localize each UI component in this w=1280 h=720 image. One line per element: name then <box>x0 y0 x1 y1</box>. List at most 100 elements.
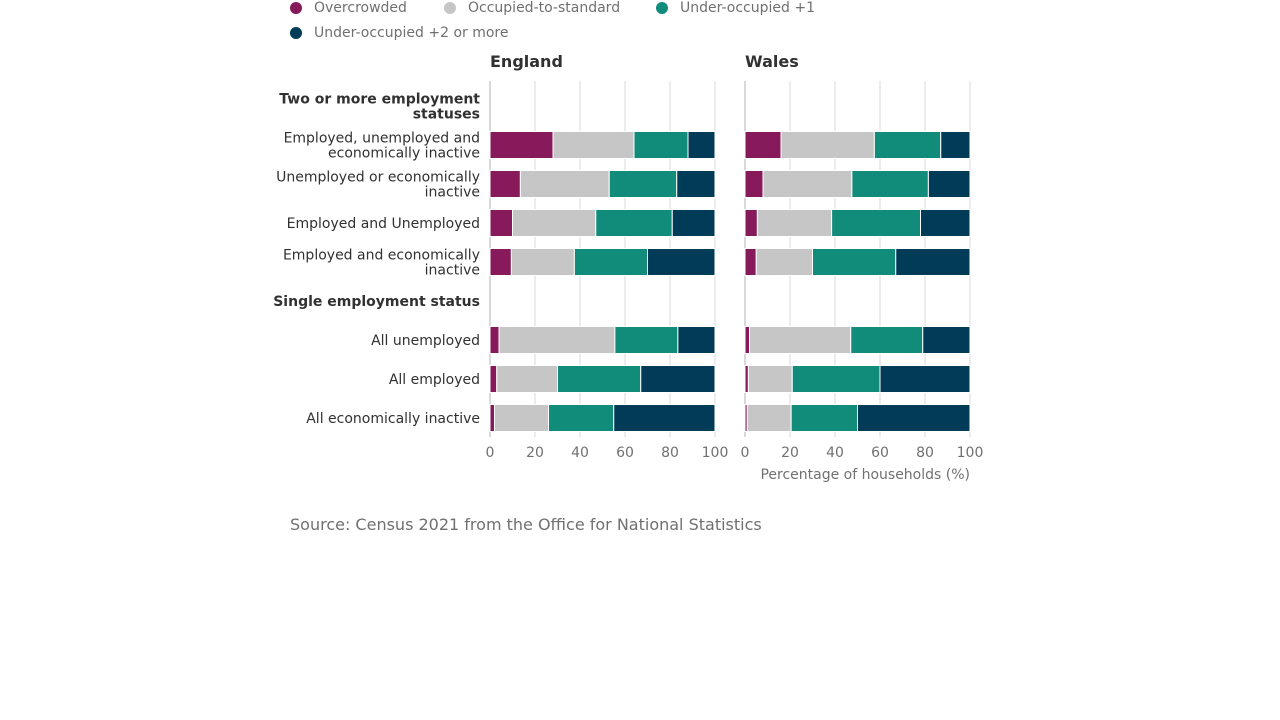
x-tick-label: 40 <box>571 445 589 461</box>
bar-segment <box>744 209 758 237</box>
legend-item-overcrowded[interactable]: Overcrowded <box>290 0 407 16</box>
x-tick-label: 0 <box>486 445 495 461</box>
legend-swatch-under-occupied-2-plus <box>290 27 302 39</box>
x-tick-label: 60 <box>871 445 889 461</box>
bar-segment <box>489 404 495 432</box>
x-tick-label: 60 <box>616 445 634 461</box>
bar-segment <box>831 209 921 237</box>
bar-segment <box>927 170 971 198</box>
bar-segment <box>489 131 554 159</box>
row-label: Employed and economically inactive <box>283 248 480 279</box>
bar-segment <box>671 209 716 237</box>
bar-segment <box>744 326 750 354</box>
row-label-line: All unemployed <box>371 333 480 349</box>
bar-segment <box>573 248 648 276</box>
row-label-line: inactive <box>425 263 480 279</box>
row-label-line: Employed, unemployed and <box>284 131 480 147</box>
row-label-line: All economically inactive <box>306 411 480 427</box>
bar-segment <box>791 365 881 393</box>
row-label: All economically inactive <box>306 411 480 427</box>
x-tick-label: 0 <box>741 445 750 461</box>
bar-segment <box>744 248 757 276</box>
x-tick-label: 20 <box>781 445 799 461</box>
bar-segment <box>489 248 512 276</box>
bar-segment <box>780 131 875 159</box>
bar-segment <box>895 248 971 276</box>
row-label-line: economically inactive <box>328 146 480 162</box>
bar-segment <box>496 365 558 393</box>
bar-segment <box>812 248 897 276</box>
bar-segment <box>747 365 793 393</box>
bar-segment <box>857 404 971 432</box>
legend-swatch-under-occupied-1 <box>656 2 668 14</box>
bar-segment <box>595 209 673 237</box>
bar-segment <box>850 326 924 354</box>
row-label-line: statuses <box>413 107 480 123</box>
row-label: All employed <box>389 372 480 388</box>
bar-segment <box>687 131 716 159</box>
x-tick-label: 80 <box>661 445 679 461</box>
bar-segment <box>746 404 792 432</box>
bar-segment <box>677 326 716 354</box>
bar-segment <box>498 326 616 354</box>
row-label-line: Two or more employment <box>279 92 480 108</box>
bar-segment <box>756 209 833 237</box>
row-label-line: Unemployed or economically <box>276 170 480 186</box>
bar-segment <box>548 404 615 432</box>
bar-segment <box>489 326 500 354</box>
legend-swatch-occupied-to-standard <box>444 2 456 14</box>
stacked-bar-chart: Two or more employment statuses Employed, … <box>273 52 984 483</box>
legend-item-under-occupied-2-plus[interactable]: Under-occupied +2 or more <box>290 25 508 41</box>
x-tick-label: 40 <box>826 445 844 461</box>
bar-segment <box>749 326 852 354</box>
bar-segment <box>552 131 635 159</box>
row-label: All unemployed <box>371 333 480 349</box>
row-label-line: Employed and Unemployed <box>287 216 480 232</box>
row-label-line: Single employment status <box>273 294 480 310</box>
x-tick-label: 20 <box>526 445 544 461</box>
row-heading-label: Two or more employment statuses <box>279 92 480 123</box>
bar-segment <box>510 248 575 276</box>
bar-segment <box>489 209 513 237</box>
panel-title: Wales <box>745 52 799 71</box>
bar-segment <box>851 170 929 198</box>
bar-segment <box>519 170 610 198</box>
bar-segment <box>873 131 942 159</box>
bar-segment <box>940 131 971 159</box>
bar-segment <box>920 209 971 237</box>
bar-segment <box>640 365 716 393</box>
legend-item-under-occupied-1[interactable]: Under-occupied +1 <box>656 0 815 16</box>
bar-segment <box>494 404 549 432</box>
x-tick-label: 100 <box>957 445 984 461</box>
bar-segment <box>512 209 597 237</box>
bar-segment <box>676 170 716 198</box>
bar-segment <box>790 404 858 432</box>
legend-label: Under-occupied +1 <box>680 0 815 16</box>
panel-title: England <box>490 52 563 71</box>
row-label-line: All employed <box>389 372 480 388</box>
x-tick-label: 100 <box>702 445 729 461</box>
row-label-line: Employed and economically <box>283 248 480 264</box>
row-label: Unemployed or economically inactive <box>276 170 480 201</box>
bar-segment <box>633 131 689 159</box>
row-label: Employed, unemployed and economically ina… <box>284 131 480 162</box>
bar-segment <box>613 404 716 432</box>
bar-segment <box>922 326 971 354</box>
x-axis-label: Percentage of households (%) <box>760 467 970 483</box>
bar-segment <box>489 170 521 198</box>
bar-segment <box>762 170 853 198</box>
bar-segment <box>744 131 782 159</box>
bar-segment <box>744 365 749 393</box>
row-heading-label: Single employment status <box>273 294 480 310</box>
bar-segment <box>879 365 971 393</box>
bar-segment <box>489 365 498 393</box>
bar-segment <box>614 326 679 354</box>
bar-segment <box>557 365 642 393</box>
x-tick-label: 80 <box>916 445 934 461</box>
legend-item-occupied-to-standard[interactable]: Occupied-to-standard <box>444 0 620 16</box>
bar-segment <box>608 170 678 198</box>
bar-segment <box>744 170 764 198</box>
legend-label: Under-occupied +2 or more <box>314 25 509 41</box>
legend-label: Occupied-to-standard <box>468 0 621 16</box>
bar-segment <box>647 248 716 276</box>
